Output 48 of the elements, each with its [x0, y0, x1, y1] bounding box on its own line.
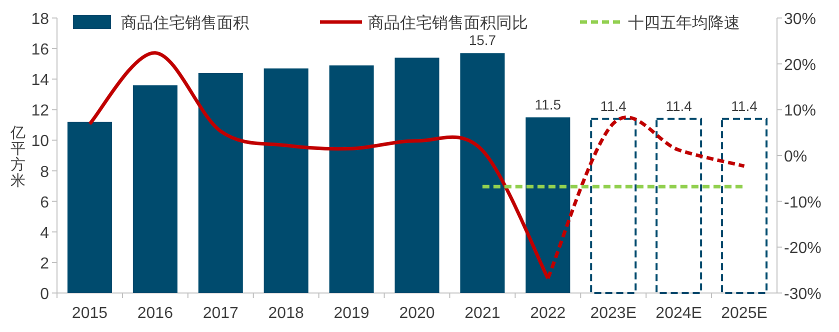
- y-axis-title: 亿平方米: [10, 124, 26, 190]
- y-tick-label: 16: [31, 42, 50, 59]
- y-tick-label: 12: [31, 102, 50, 120]
- y-tick-label: 4: [40, 224, 50, 242]
- y2-tick-label: 0%: [784, 148, 808, 166]
- legend-label: 商品住宅销售面积同比: [368, 14, 528, 32]
- bar: [526, 117, 570, 293]
- data-label: 15.7: [468, 32, 496, 48]
- x-tick-label: 2018: [268, 305, 304, 322]
- y2-tick-label: 20%: [784, 56, 816, 74]
- bar: [394, 58, 440, 293]
- x-tick-label: 2021: [464, 305, 500, 322]
- x-tick-label: 2025E: [721, 305, 768, 322]
- y-tick-label: 14: [31, 72, 50, 90]
- data-label: 11.5: [534, 96, 562, 112]
- x-tick-label: 2019: [334, 305, 370, 322]
- bar: [721, 118, 768, 294]
- data-label: 11.4: [600, 98, 627, 114]
- bar: [67, 122, 112, 293]
- legend-label: 商品住宅销售面积: [121, 14, 249, 32]
- bar: [198, 73, 243, 293]
- x-tick-label: 2022: [530, 305, 566, 322]
- bar: [329, 65, 374, 293]
- x-tick-label: 2016: [137, 305, 174, 322]
- legend-label: 十四五年均降速: [628, 14, 740, 32]
- y-tick-label: 0: [40, 286, 50, 303]
- x-tick-label: 2017: [202, 305, 239, 322]
- bar: [590, 118, 637, 294]
- x-tick-label: 2024E: [656, 305, 702, 322]
- x-tick-label: 2020: [399, 305, 435, 322]
- y-tick-label: 18: [31, 11, 50, 28]
- y-tick-label: 2: [40, 255, 50, 272]
- y-tick-label: 6: [40, 194, 50, 212]
- bar: [132, 85, 178, 293]
- y-tick-label: 10: [31, 133, 50, 150]
- y2-tick-label: -10%: [784, 194, 822, 212]
- x-tick-label: 2023E: [590, 305, 636, 322]
- y2-tick-label: -30%: [784, 286, 822, 303]
- bar: [460, 53, 505, 293]
- y-tick-label: 8: [40, 164, 50, 181]
- bar: [656, 118, 702, 294]
- data-label: 11.4: [666, 98, 692, 114]
- data-label: 11.4: [731, 98, 758, 114]
- y2-tick-label: 30%: [784, 11, 816, 28]
- y2-tick-label: -20%: [784, 240, 822, 258]
- x-tick-label: 2015: [72, 305, 108, 322]
- bar: [264, 68, 308, 293]
- y2-tick-label: 10%: [784, 102, 816, 120]
